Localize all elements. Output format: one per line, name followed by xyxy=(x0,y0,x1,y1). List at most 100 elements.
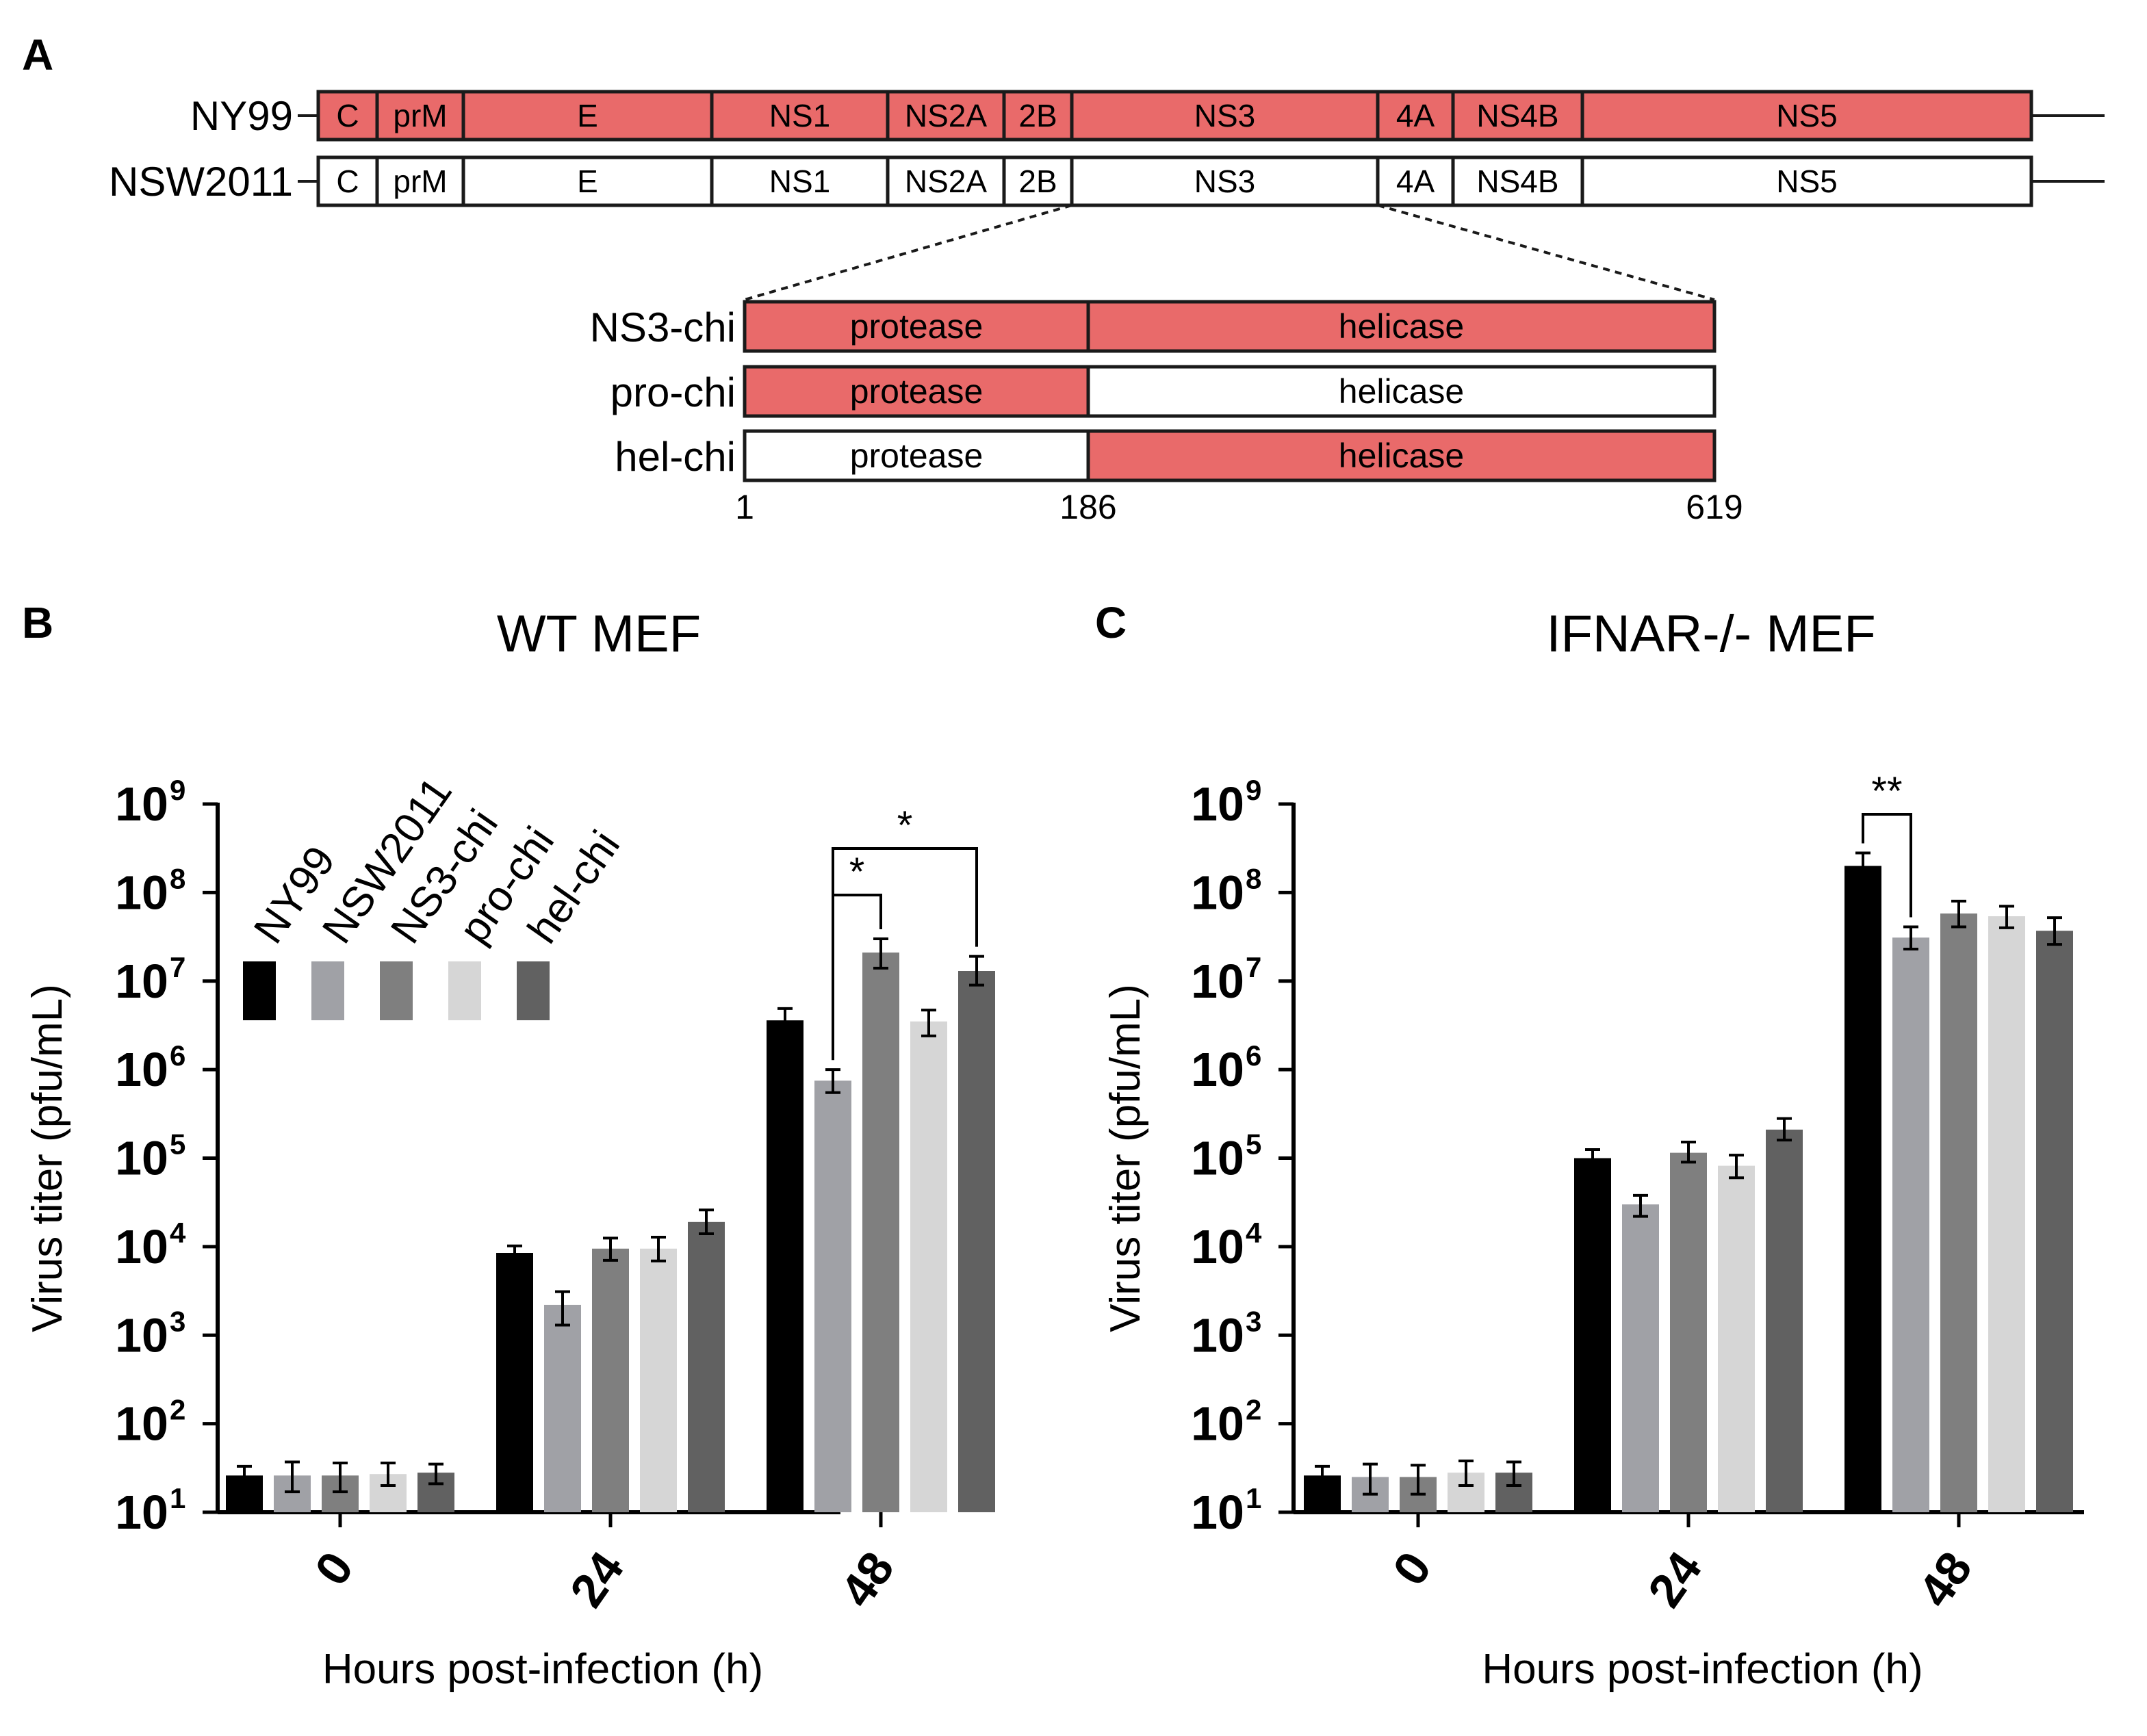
y-tick-label: 10 xyxy=(1191,866,1244,919)
error-bar xyxy=(777,1007,793,1033)
significance-bracket xyxy=(832,847,978,1061)
segment-label: 2B xyxy=(1018,98,1057,133)
segment-ns1 xyxy=(710,155,890,207)
segment-4a xyxy=(1376,155,1455,207)
y-tick-label: 10 xyxy=(1191,1397,1244,1451)
legend-swatch-pro-chi xyxy=(448,961,481,1020)
error-bar xyxy=(428,1462,443,1486)
error-bar xyxy=(825,1068,840,1094)
bar-hel-chi-24h xyxy=(1766,1129,1803,1512)
position-label: 1 xyxy=(735,488,754,526)
bar-hel-chi-24h xyxy=(688,1221,725,1512)
chimera-row-pro-chi: pro-chi protease helicase xyxy=(610,365,1717,418)
legend-swatch-ns3-chi xyxy=(380,961,413,1020)
bar-ny99-48h xyxy=(767,1020,803,1512)
y-tick-exponent: 2 xyxy=(1246,1394,1261,1426)
error-bar xyxy=(1315,1464,1330,1488)
genome-label: NY99 xyxy=(190,93,293,139)
segment-label: NS1 xyxy=(769,164,830,199)
panel-c-letter: C xyxy=(1095,598,1127,647)
legend-swatch-hel-chi xyxy=(517,961,550,1020)
bar-pro-chi-48h xyxy=(1988,916,2025,1512)
bar-ny99-48h xyxy=(1844,866,1881,1512)
x-tick-label: 48 xyxy=(830,1542,905,1617)
significance-label: * xyxy=(897,803,913,848)
protease-domain xyxy=(743,429,1090,482)
error-bar xyxy=(1951,899,1966,929)
error-bar xyxy=(1681,1140,1696,1164)
y-tick-exponent: 6 xyxy=(1246,1039,1261,1072)
error-bar xyxy=(1506,1460,1521,1488)
bar-nsw2011-24h xyxy=(544,1304,581,1512)
significance-bracket xyxy=(1862,813,1912,918)
bar-hel-chi-48h xyxy=(958,971,995,1512)
y-tick-label: 10 xyxy=(1191,1132,1244,1185)
y-tick-exponent: 7 xyxy=(1246,951,1261,983)
error-bar xyxy=(1633,1193,1648,1218)
segment-ns5 xyxy=(1580,90,2033,142)
y-axis-label: Virus titer (pfu/mL) xyxy=(1102,984,1149,1332)
error-bar xyxy=(921,1009,936,1037)
zoom-line-left xyxy=(744,204,1072,301)
bar-ny99-24h xyxy=(496,1253,533,1512)
error-bar xyxy=(1855,851,1870,876)
error-bar xyxy=(969,955,984,987)
error-bar xyxy=(381,1462,396,1488)
segment-prm xyxy=(375,155,465,207)
position-label: 619 xyxy=(1686,488,1743,526)
x-axis-label: Hours post-infection (h) xyxy=(322,1646,763,1693)
y-tick-label: 10 xyxy=(115,1132,168,1185)
chimera-row-hel-chi: hel-chi protease helicase xyxy=(615,429,1717,482)
zoom-line-right xyxy=(1377,204,1715,301)
helicase-domain xyxy=(1086,429,1717,482)
protease-label: protease xyxy=(850,437,983,475)
segment-e xyxy=(461,90,714,142)
y-tick-exponent: 5 xyxy=(170,1128,185,1161)
bar-pro-chi-24h xyxy=(1718,1165,1755,1512)
position-label: 186 xyxy=(1059,488,1116,526)
bar-ns3-chi-24h xyxy=(1670,1152,1707,1512)
bar-pro-chi-24h xyxy=(640,1248,677,1512)
panel-c: C IFNAR-/- MEF 10 110 210 310 410 510 610 710 81… xyxy=(1095,598,2084,1693)
segment-label: NS1 xyxy=(769,98,830,133)
error-bar xyxy=(1903,925,1918,950)
panel-b-letter: B xyxy=(22,598,53,647)
y-tick-label: 10 xyxy=(115,955,168,1008)
x-tick-label: 0 xyxy=(1383,1542,1441,1595)
chimera-label: hel-chi xyxy=(615,434,736,480)
helicase-label: helicase xyxy=(1339,437,1464,475)
segment-label: 2B xyxy=(1018,164,1057,199)
helicase-domain xyxy=(1086,300,1717,353)
y-tick-label: 10 xyxy=(115,1043,168,1096)
segment-label: prM xyxy=(393,98,447,133)
panel-b-title: WT MEF xyxy=(497,605,701,663)
y-tick-label: 10 xyxy=(115,1220,168,1273)
genome-label: NSW2011 xyxy=(109,159,293,205)
error-bar xyxy=(333,1462,348,1494)
x-tick-label: 0 xyxy=(305,1542,363,1595)
y-tick-exponent: 3 xyxy=(170,1305,185,1337)
y-tick-exponent: 3 xyxy=(1246,1305,1261,1337)
error-bar xyxy=(1777,1117,1792,1142)
y-tick-label: 10 xyxy=(1191,1308,1244,1362)
y-tick-label: 10 xyxy=(115,1308,168,1362)
error-bar xyxy=(1999,905,2014,929)
segment-2b xyxy=(1002,155,1074,207)
y-tick-exponent: 4 xyxy=(1246,1217,1262,1249)
error-bar xyxy=(237,1464,252,1488)
bar-nsw2011-24h xyxy=(1622,1204,1659,1512)
segment-label: 4A xyxy=(1396,164,1435,199)
segment-e xyxy=(461,155,714,207)
error-bar xyxy=(2047,916,2062,946)
error-bar xyxy=(699,1208,714,1235)
x-axis-label: Hours post-infection (h) xyxy=(1482,1646,1923,1693)
segment-ns3 xyxy=(1070,155,1380,207)
segment-ns2a xyxy=(886,155,1006,207)
y-tick-exponent: 2 xyxy=(170,1394,185,1426)
panel-c-title: IFNAR-/- MEF xyxy=(1546,605,1875,663)
y-tick-label: 10 xyxy=(115,777,168,831)
x-tick-label: 24 xyxy=(1638,1542,1712,1617)
y-axis-label: Virus titer (pfu/mL) xyxy=(24,984,71,1332)
